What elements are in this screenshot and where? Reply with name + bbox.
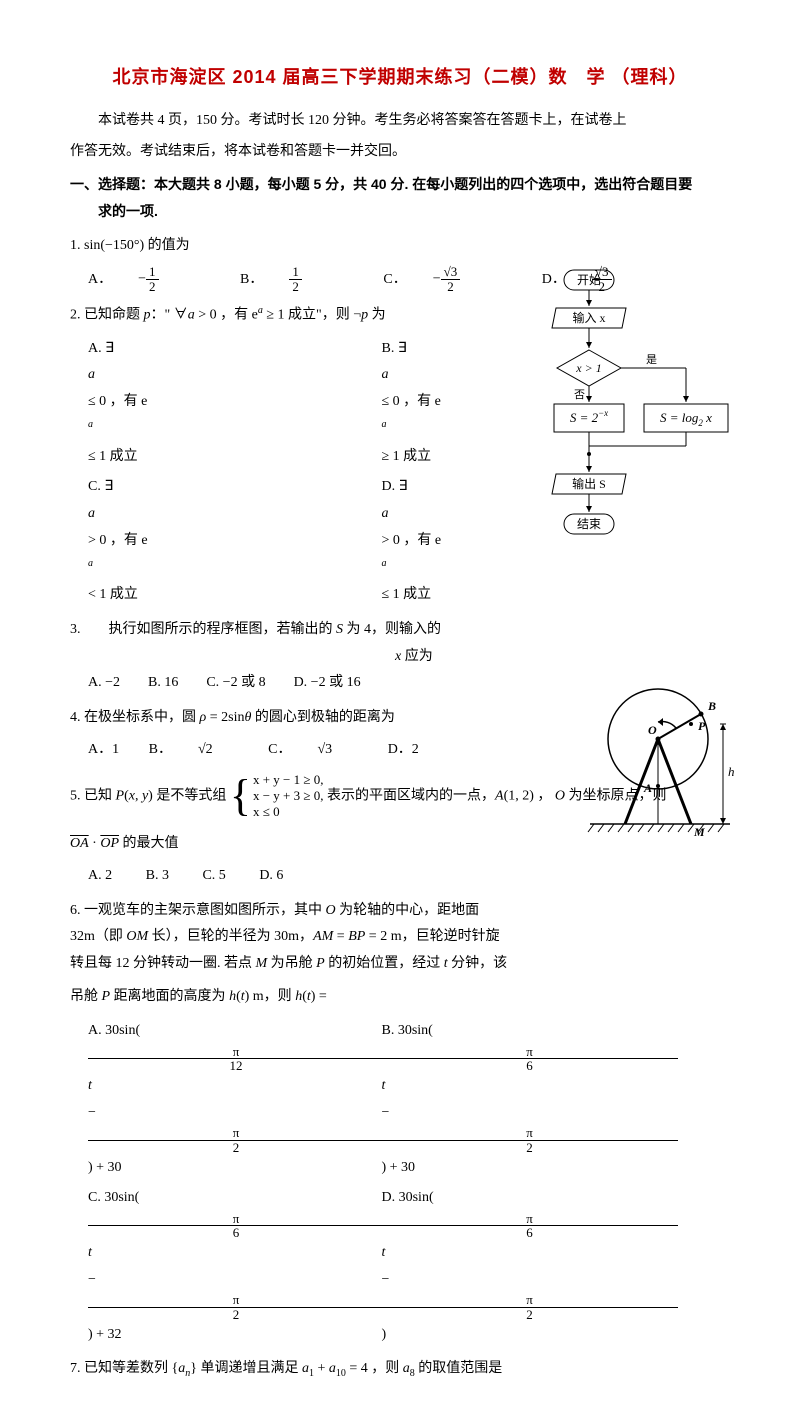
q1-stem: 1. sin(−150°) 的值为 (70, 238, 190, 253)
q6-opt-b: B. 30sin(π6t − π2) + 30 (382, 1018, 672, 1181)
question-7: 7. 已知等差数列 {an} 单调递增且满足 a1 + a10 = 4 ，则 a… (70, 1356, 730, 1383)
q4-opt-b: B．√2 (149, 737, 239, 764)
svg-text:S = log2 x: S = log2 x (660, 410, 712, 428)
q6-opt-c: C. 30sin(π6t − π2) + 32 (88, 1185, 378, 1348)
q6-opt-a: A. 30sin(π12t − π2) + 30 (88, 1018, 378, 1181)
section-1-heading: 一、选择题：本大题共 8 小题，每小题 5 分，共 40 分. 在每小题列出的四… (70, 171, 730, 224)
section-1-heading-a: 一、选择题：本大题共 8 小题，每小题 5 分，共 40 分. 在每小题列出的四… (70, 176, 692, 192)
q5-ineq-2: x − y + 3 ≥ 0, (253, 788, 324, 804)
svg-text:A: A (643, 781, 652, 795)
q5-ineq-3: x ≤ 0 (253, 804, 324, 820)
q3-options: A. −2 B. 16 C. −2 或 8 D. −2 或 16 (88, 670, 510, 697)
question-1: 1. sin(−150°) 的值为 (70, 233, 730, 260)
q5-ineq-1: x + y − 1 ≥ 0, (253, 772, 324, 788)
q5-opt-d: D. 6 (259, 863, 283, 890)
svg-text:O: O (648, 723, 657, 737)
page-title: 北京市海淀区 2014 届高三下学期期末练习（二模）数 学 （理科） (70, 60, 730, 94)
ferris-wheel-figure: O B P A M h (580, 684, 740, 844)
q2-opt-a: A. ∃a ≤ 0 ，有 ea ≤ 1 成立 (88, 336, 378, 471)
svg-text:开始: 开始 (577, 273, 601, 287)
svg-text:B: B (707, 699, 716, 713)
q4-opt-a: A．1 (88, 737, 119, 764)
svg-text:S = 2−x: S = 2−x (570, 408, 608, 425)
q4-opt-c: C．√3 (268, 737, 358, 764)
svg-text:P: P (698, 719, 706, 733)
q6-options: A. 30sin(π12t − π2) + 30 B. 30sin(π6t − … (88, 1018, 730, 1348)
q2-opt-c: C. ∃a > 0 ，有 ea < 1 成立 (88, 474, 378, 609)
q5-opt-b: B. 3 (146, 863, 169, 890)
flowchart-figure: 开始 输入 x x > 1 是 否 S = 2−x S = log2 x 输出 … (526, 268, 740, 568)
q1-opt-c: C．−√32 (383, 265, 512, 293)
svg-text:结束: 结束 (577, 517, 601, 531)
svg-text:是: 是 (646, 353, 657, 366)
svg-text:M: M (693, 825, 705, 839)
q5-options: A. 2 B. 3 C. 5 D. 6 (88, 863, 730, 890)
svg-text:h: h (728, 764, 735, 779)
svg-text:输出 S: 输出 S (572, 476, 606, 491)
q5-opt-a: A. 2 (88, 863, 112, 890)
svg-text:输入 x: 输入 x (572, 310, 605, 325)
q5-opt-c: C. 5 (202, 863, 225, 890)
q6-opt-d: D. 30sin(π6t − π2) (382, 1185, 672, 1348)
q1-opt-b: B．12 (240, 265, 354, 293)
svg-text:否: 否 (574, 389, 585, 401)
intro-line-1: 本试卷共 4 页，150 分。考试时长 120 分钟。考生务必将答案答在答题卡上… (70, 108, 730, 135)
q4-opt-d: D．2 (388, 737, 419, 764)
question-6: 6. 一观览车的主架示意图如图所示，其中 O 为轮轴的中心，距地面 32m（即 … (70, 898, 730, 1010)
intro-line-2: 作答无效。考试结束后，将本试卷和答题卡一并交回。 (70, 139, 730, 166)
q1-opt-a: A．−12 (88, 265, 211, 293)
svg-text:x > 1: x > 1 (575, 361, 601, 375)
section-1-heading-b: 求的一项. (70, 198, 730, 225)
